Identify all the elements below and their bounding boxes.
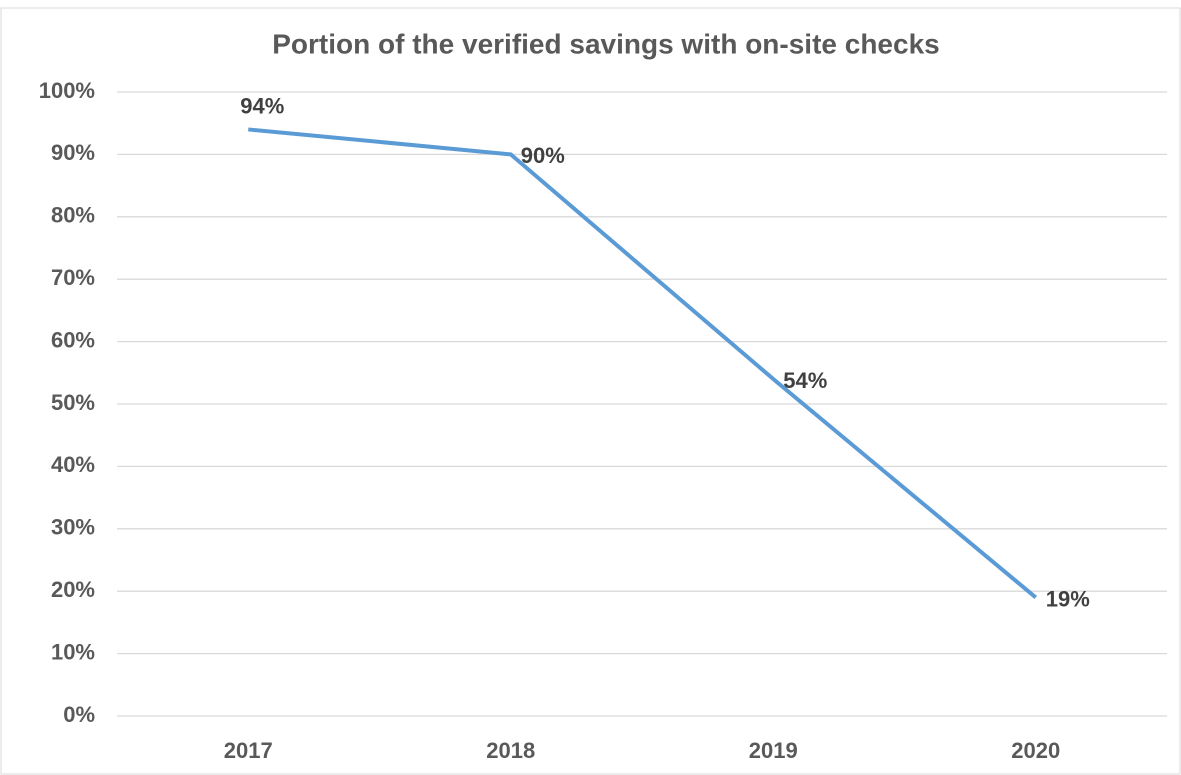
y-tick-label: 100% (39, 78, 95, 103)
y-tick-label: 60% (51, 327, 95, 352)
y-tick-label: 0% (63, 702, 95, 727)
chart-border (0, 7, 1181, 775)
x-tick-label: 2018 (486, 738, 535, 763)
y-tick-label: 10% (51, 639, 95, 664)
x-tick-label: 2017 (224, 738, 273, 763)
x-tick-label: 2020 (1011, 738, 1060, 763)
x-tick-label: 2019 (749, 738, 798, 763)
chart-title: Portion of the verified savings with on-… (272, 28, 939, 59)
y-tick-label: 40% (51, 452, 95, 477)
y-tick-label: 70% (51, 265, 95, 290)
data-label: 19% (1046, 586, 1090, 611)
y-tick-label: 20% (51, 577, 95, 602)
y-tick-label: 90% (51, 140, 95, 165)
series-line (248, 127, 1038, 599)
data-label: 94% (240, 93, 284, 118)
y-tick-label: 80% (51, 203, 95, 228)
data-label: 54% (783, 368, 827, 393)
y-tick-label: 50% (51, 390, 95, 415)
data-label: 90% (521, 143, 565, 168)
y-tick-label: 30% (51, 515, 95, 540)
